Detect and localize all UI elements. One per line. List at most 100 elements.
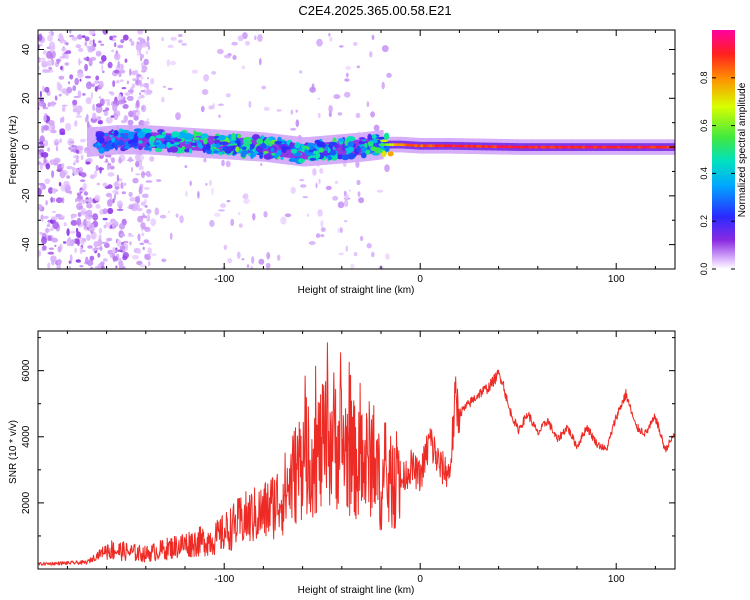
spectrogram-noise-blob [57, 217, 65, 220]
spectrogram-noise-blob [211, 70, 217, 75]
spectrogram-noise-blob [101, 55, 107, 62]
spectrogram-noise-blob [83, 57, 88, 61]
spectrogram-noise-blob [76, 202, 83, 211]
spectrogram-noise-blob [140, 154, 143, 161]
spectrogram-noise-blob [113, 53, 121, 61]
spectrogram-noise-blob [140, 222, 146, 229]
spectrogram-noise-blob [117, 99, 124, 105]
spectrogram-noise-blob [46, 60, 53, 67]
spectrogram-noise-blob [103, 224, 107, 229]
spectrogram-noise-blob [38, 101, 45, 107]
spectrogram-ridge-blob [361, 146, 367, 152]
spectrogram-noise-blob [56, 264, 61, 269]
spectrogram-heatmap [38, 30, 675, 269]
spectrogram-noise-blob [44, 86, 50, 93]
spectrogram-noise-blob [169, 60, 177, 66]
spectrogram-noise-blob [100, 43, 104, 46]
spectrogram-ridge-blob [271, 152, 276, 156]
spectrogram-noise-blob [109, 165, 115, 170]
spectrogram-noise-blob [191, 69, 198, 74]
spectrogram-noise-blob [75, 259, 82, 263]
spectrogram-noise-blob [141, 232, 145, 237]
spectrogram-noise-blob [112, 256, 119, 262]
spectrogram-band-core [226, 136, 229, 153]
spectrogram-noise-blob [51, 170, 55, 179]
spectrogram-noise-blob [80, 239, 85, 246]
spectrogram-noise-blob [42, 50, 48, 55]
spectrogram-noise-blob [114, 193, 116, 200]
spectrogram-noise-blob [39, 232, 44, 235]
spectrogram-noise-blob [92, 103, 96, 111]
spectrogram-noise-blob [56, 59, 60, 65]
spectrogram-noise-blob [100, 265, 105, 269]
spectrogram-noise-blob [250, 265, 254, 269]
spectrogram-noise-blob [86, 121, 90, 129]
spectrogram-noise-blob [290, 109, 294, 115]
spectrogram-noise-blob [146, 41, 150, 48]
spectrogram-noise-blob [181, 43, 188, 46]
spectrogram-noise-blob [73, 162, 76, 166]
spectrogram-noise-blob [116, 174, 119, 182]
spectrogram-noise-blob [58, 75, 65, 80]
spectrogram-noise-blob [317, 112, 321, 119]
spectrogram-ridge-blob [371, 134, 377, 139]
spectrogram-noise-blob [242, 195, 246, 198]
spectrogram-noise-blob [54, 95, 58, 101]
colorbar-tick-label: 0.2 [699, 215, 709, 228]
spectrogram-noise-blob [141, 65, 148, 72]
spectrogram-noise-blob [381, 45, 389, 53]
spectrogram-noise-blob [95, 204, 101, 209]
spectrogram-noise-blob [79, 189, 86, 192]
spectrogram-noise-blob [135, 160, 140, 168]
spectrogram-noise-blob [254, 35, 257, 41]
spectrogram-noise-blob [92, 247, 98, 252]
spectrogram-band-core [339, 141, 342, 157]
snr-chart: -100 0 100 2000 4000 6000 Height of straight … [8, 330, 676, 596]
spectrogram-noise-blob [290, 128, 297, 131]
spectrogram-noise-blob [154, 207, 160, 216]
spectrogram-noise-blob [74, 120, 78, 127]
spectrogram-band-core [160, 132, 163, 149]
spectrogram-noise-blob [118, 262, 124, 268]
spectrogram-band-core [334, 141, 337, 158]
chart-title: C2E4.2025.365.00.58.E21 [298, 3, 451, 18]
spectrogram-ridge-blob [291, 148, 298, 154]
spectrogram-noise-blob [46, 224, 51, 228]
spectrogram-band-core [139, 131, 142, 148]
spectrogram-noise-blob [299, 179, 305, 182]
spectrogram-noise-blob [189, 180, 192, 187]
spectrogram-noise-blob [138, 162, 143, 170]
spectrogram-noise-blob [224, 54, 231, 59]
spectrogram-band-core [275, 140, 279, 157]
spectrogram-ridge-blob [367, 133, 373, 140]
spectrogram-noise-blob [61, 197, 65, 204]
spectrogram-noise-blob [356, 179, 361, 186]
spectrogram-noise-blob [58, 182, 62, 187]
spectrogram-noise-blob [85, 216, 88, 221]
spectrogram-noise-blob [135, 173, 141, 176]
snr-y-tick-label: 6000 [21, 359, 32, 382]
spectrogram-ridge-blob [130, 142, 139, 147]
spectrogram-noise-blob [74, 247, 77, 254]
spectrogram-noise-blob [87, 245, 93, 249]
spectrogram-noise-blob [89, 30, 96, 36]
spectrogram-noise-blob [117, 60, 120, 69]
spectrogram-ridge-blob [298, 158, 305, 163]
spectrogram-noise-blob [309, 86, 316, 93]
spectrogram-band-core [195, 135, 199, 151]
spectrogram-noise-blob [80, 179, 86, 182]
spectrogram-noise-blob [58, 35, 65, 44]
spectrogram-noise-blob [117, 44, 124, 49]
spectrogram-noise-blob [137, 215, 144, 223]
spectrogram-noise-blob [107, 207, 114, 215]
spectrogram-band-core [162, 133, 166, 149]
spectrogram-noise-blob [52, 210, 56, 213]
spectrogram-noise-blob [77, 72, 84, 79]
spectrogram-ridge-blob [315, 152, 321, 159]
spectrogram-noise-blob [239, 36, 243, 42]
spectrogram-noise-blob [178, 34, 183, 37]
spectrogram-noise-blob [145, 170, 151, 177]
spectrogram-noise-blob [135, 99, 140, 108]
spectrogram-band-core [280, 141, 283, 157]
spectrogram-noise-blob [184, 165, 188, 169]
